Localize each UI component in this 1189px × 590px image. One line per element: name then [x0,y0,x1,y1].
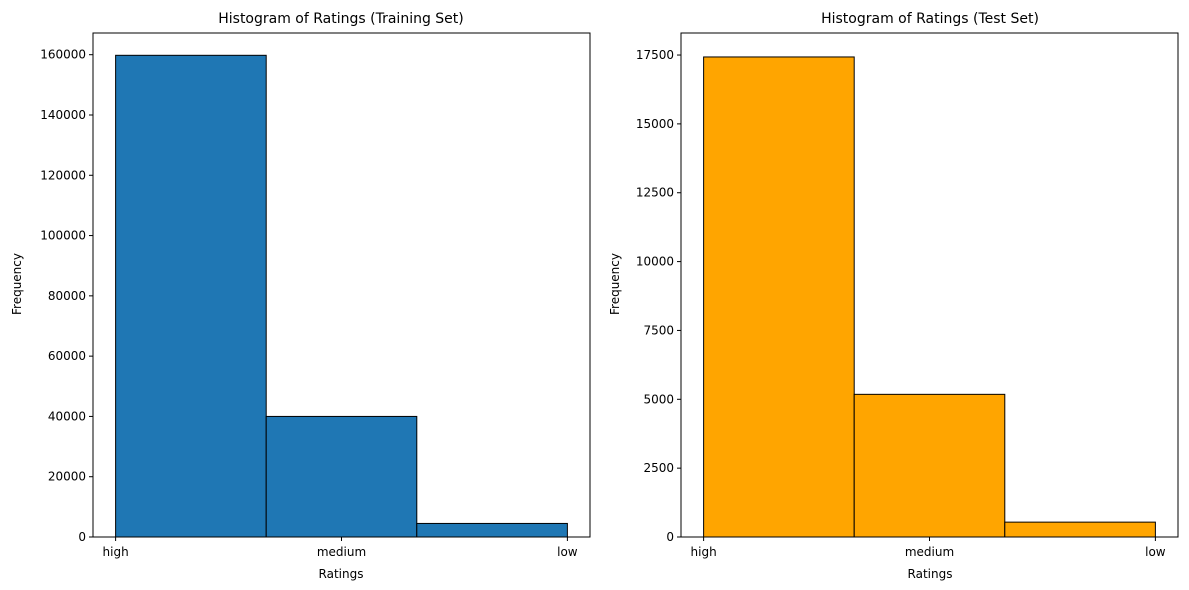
y-tick-label: 140000 [40,108,86,122]
chart-test-set: Histogram of Ratings (Test Set) Ratings … [608,11,1179,581]
x-ticks: high medium low [691,537,1166,559]
y-tick-label: 15000 [636,117,674,131]
y-tick-label: 0 [78,530,86,544]
bar-medium [853,393,1006,538]
plot-frame [92,32,591,538]
x-tick-label: medium [317,545,366,559]
y-tick-label: 60000 [48,349,86,363]
bars [115,54,568,538]
x-tick-label: high [691,545,717,559]
y-ticks: 0 20000 40000 60000 80000 100000 120000 140000 1… [40,48,93,544]
bar-low [1004,521,1156,538]
x-axis-label: Ratings [319,567,364,581]
bar-high [703,56,855,538]
y-tick-label: 5000 [643,392,674,406]
y-tick-label: 120000 [40,168,86,182]
y-tick-label: 10000 [636,255,674,269]
bars [703,56,1156,538]
y-axis-label: Frequency [10,253,24,315]
y-tick-label: 160000 [40,48,86,62]
chart-title: Histogram of Ratings (Test Set) [821,11,1039,27]
y-tick-label: 17500 [636,48,674,62]
x-tick-label: medium [905,545,954,559]
y-tick-label: 12500 [636,186,674,200]
x-tick-label: low [557,545,578,559]
y-tick-label: 20000 [48,470,86,484]
bar-medium [265,415,418,538]
y-ticks: 0 2500 5000 7500 10000 12500 15000 17500 [636,48,681,544]
y-tick-label: 2500 [643,461,674,475]
bar-low [416,522,568,538]
y-tick-label: 100000 [40,229,86,243]
chart-training-set: Histogram of Ratings (Training Set) Rati… [10,11,591,581]
y-axis-label: Frequency [608,253,622,315]
x-axis-label: Ratings [908,567,953,581]
x-tick-label: high [103,545,129,559]
y-tick-label: 40000 [48,409,86,423]
x-tick-label: low [1145,545,1166,559]
y-tick-label: 80000 [48,289,86,303]
chart-title: Histogram of Ratings (Training Set) [218,11,464,27]
plot-frame [680,32,1179,538]
bar-high [115,54,267,538]
x-ticks: high medium low [103,537,578,559]
y-tick-label: 7500 [643,323,674,337]
y-tick-label: 0 [666,530,674,544]
